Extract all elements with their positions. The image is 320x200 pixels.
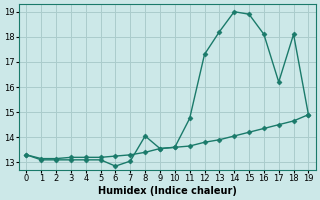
X-axis label: Humidex (Indice chaleur): Humidex (Indice chaleur) xyxy=(98,186,237,196)
